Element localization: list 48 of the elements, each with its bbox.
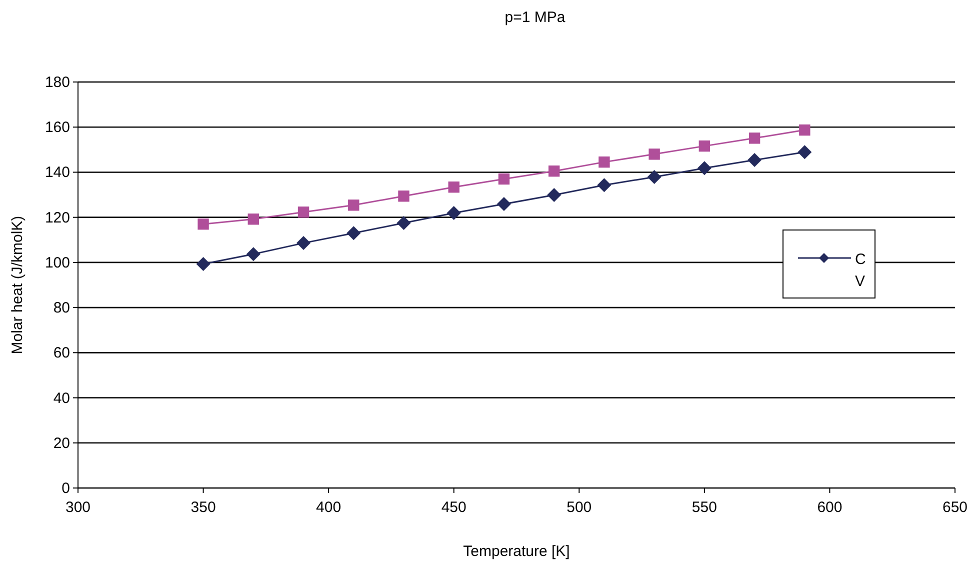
y-axis-title: Molar heat (J/kmolK) [9, 216, 26, 354]
point [548, 165, 560, 177]
y-tick-label: 100 [44, 254, 70, 272]
y-tick-label: 140 [44, 164, 70, 182]
point [248, 214, 259, 225]
point [748, 132, 760, 144]
point [547, 188, 562, 202]
point [697, 161, 712, 176]
x-tick-label: 450 [441, 499, 466, 516]
point [396, 216, 411, 230]
point [647, 170, 662, 184]
point [799, 124, 810, 136]
point [296, 236, 311, 250]
point [498, 173, 510, 185]
x-tick-label: 550 [692, 499, 717, 516]
y-tick-label: 60 [53, 344, 70, 362]
point [298, 206, 310, 218]
x-tick-label: 300 [65, 499, 91, 516]
chart-title: p=1 MPa [504, 9, 566, 26]
point [346, 226, 361, 240]
y-tick-label: 120 [44, 209, 70, 226]
legend-label: CV [855, 251, 866, 290]
point [198, 218, 209, 230]
point [798, 145, 812, 160]
point [496, 197, 511, 212]
point [748, 153, 762, 168]
y-tick-label: 180 [44, 74, 70, 91]
x-tick-label: 650 [942, 499, 968, 516]
y-tick-label: 0 [62, 480, 70, 497]
point [648, 148, 660, 160]
y-tick-label: 80 [53, 300, 70, 317]
point [196, 257, 210, 272]
y-tick-label: 40 [53, 390, 70, 407]
x-tick-label: 500 [566, 499, 592, 516]
point [448, 182, 460, 193]
y-tick-label: 20 [53, 434, 70, 452]
x-axis-title: Temperature [K] [463, 543, 570, 560]
point [246, 247, 260, 262]
x-tick-label: 350 [190, 499, 216, 516]
y-tick-label: 160 [44, 119, 70, 136]
point [598, 156, 610, 168]
point [446, 206, 461, 220]
x-tick-label: 600 [817, 499, 842, 516]
point [398, 190, 410, 202]
x-tick-label: 400 [316, 499, 342, 516]
point [698, 140, 710, 152]
point [348, 200, 360, 211]
point [597, 178, 612, 192]
